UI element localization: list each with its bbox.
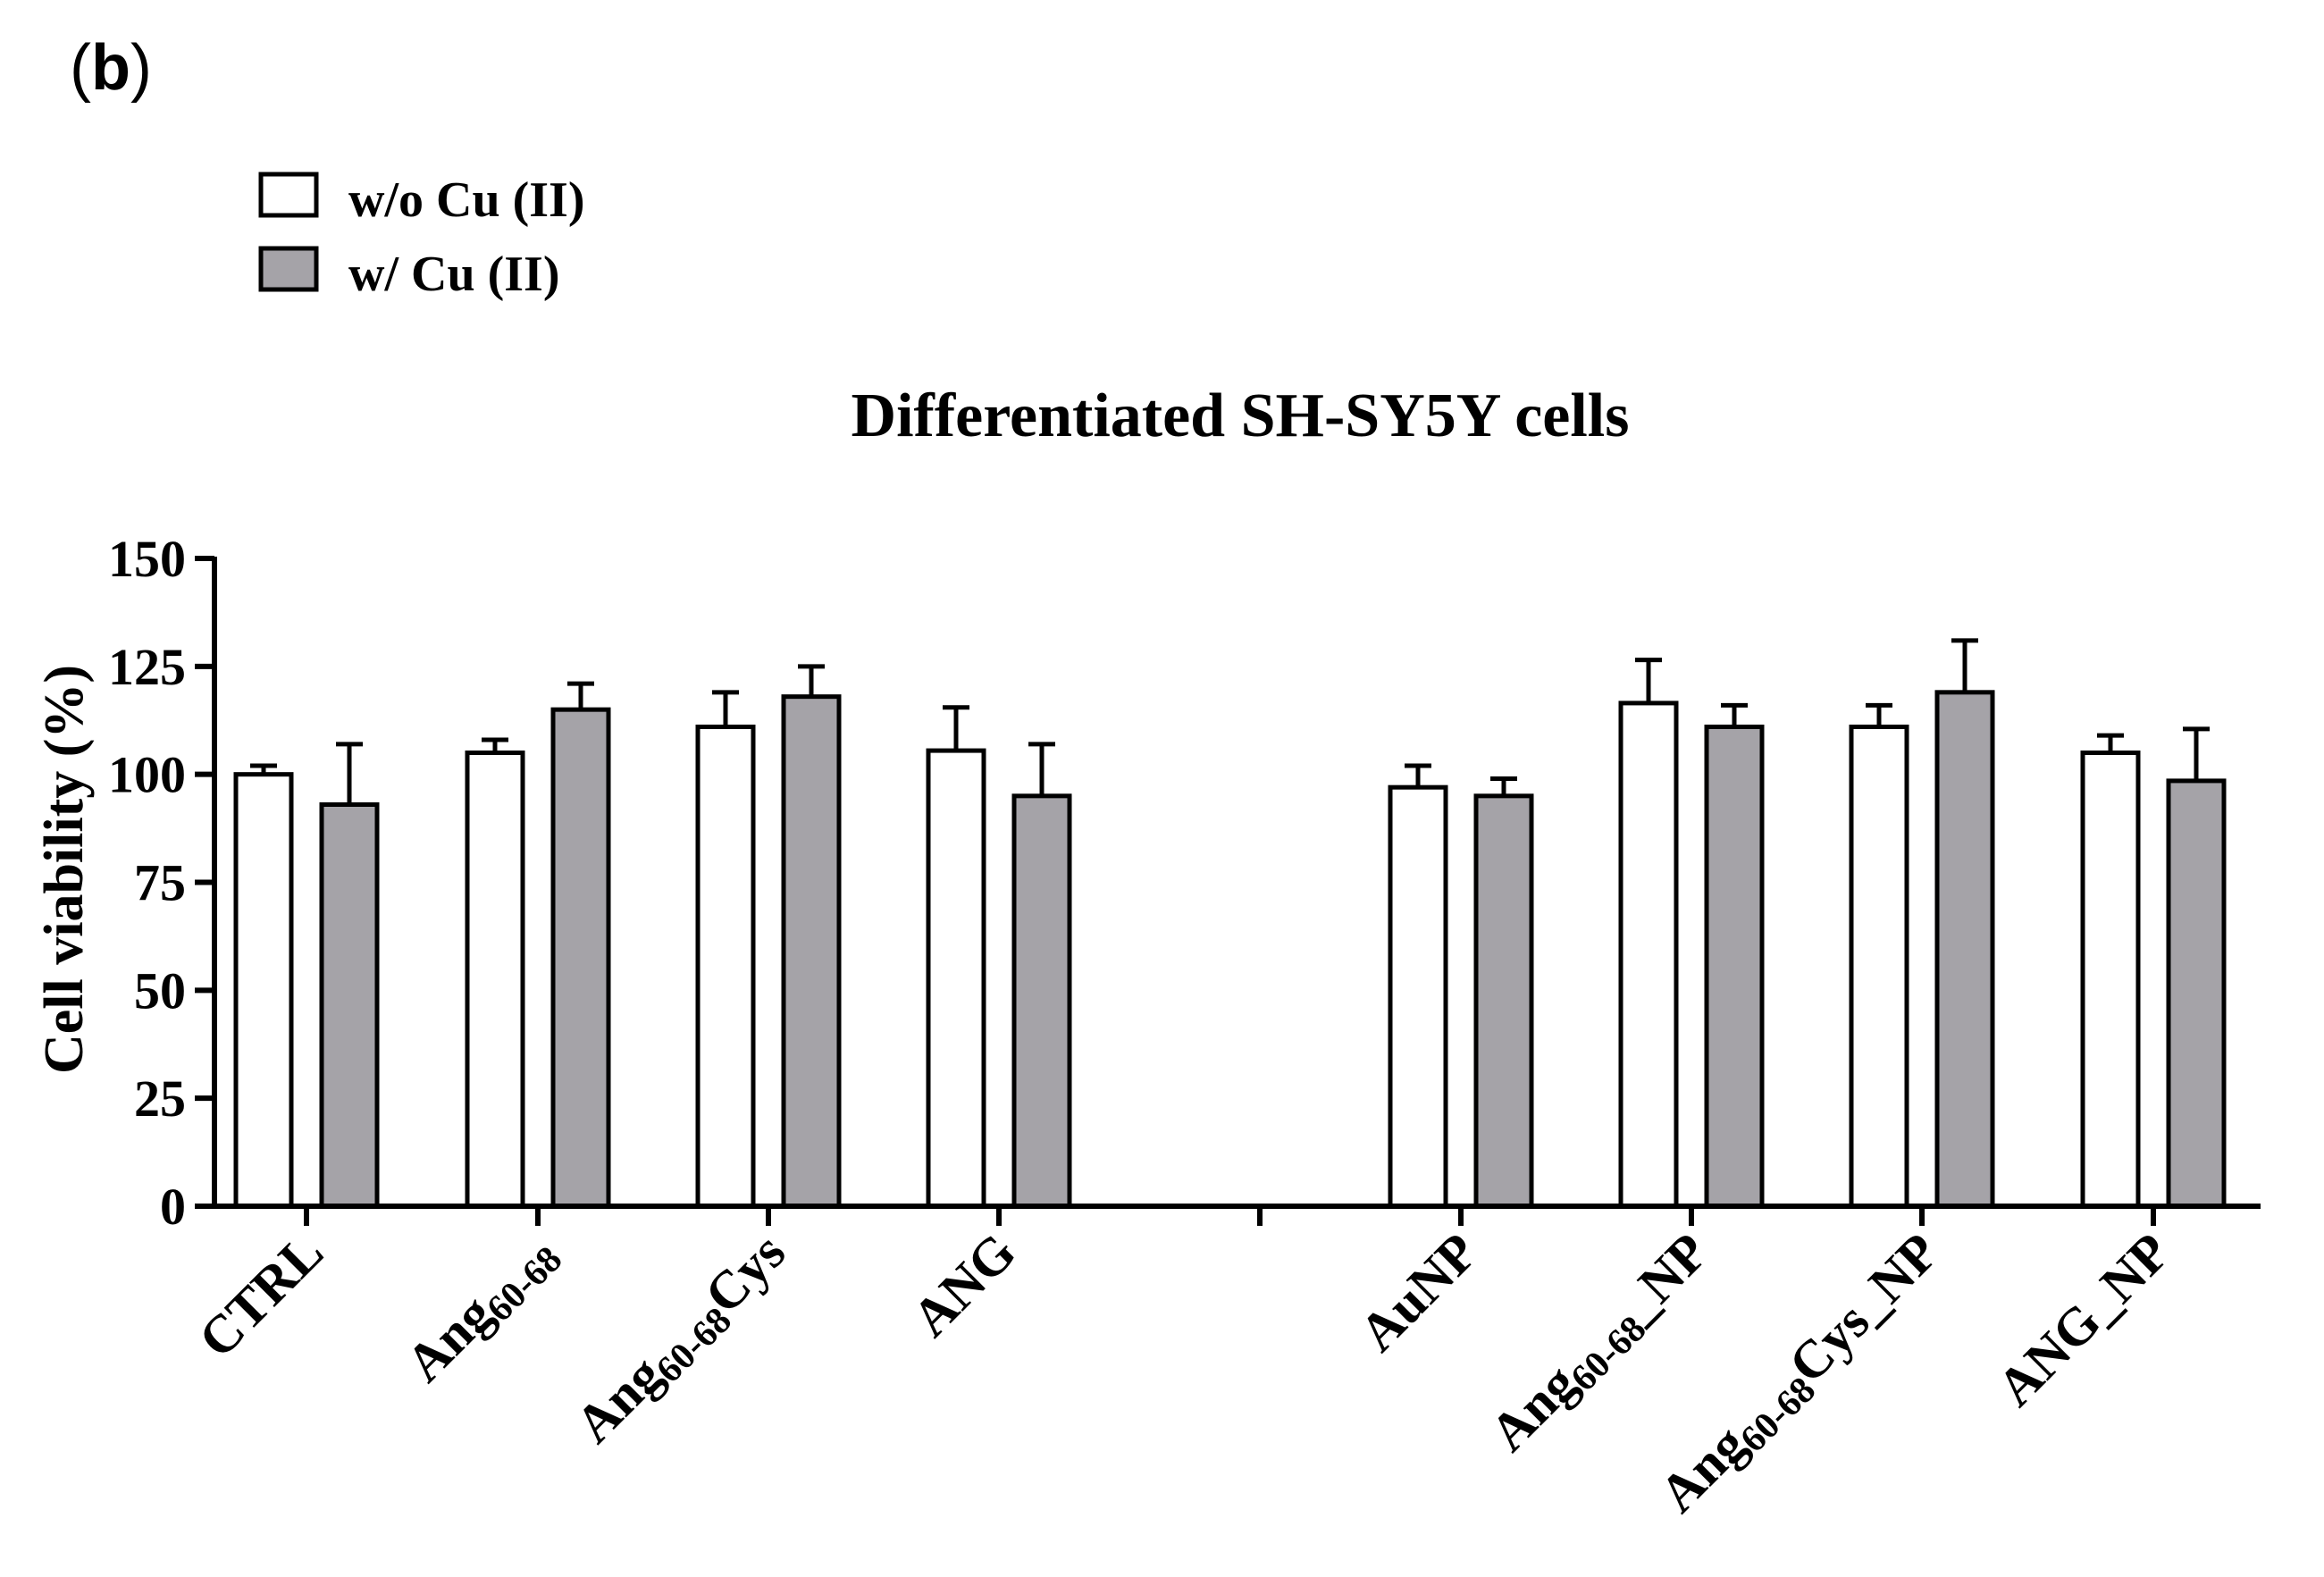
bar-without-cu-4	[1388, 784, 1448, 1209]
panel-label: (b)	[70, 32, 152, 104]
y-tick-label-125: 125	[108, 638, 186, 696]
y-tick-label-150: 150	[108, 530, 186, 588]
bar-with-cu-1	[550, 707, 611, 1209]
bar-without-cu-3	[926, 748, 986, 1209]
y-tick-label-100: 100	[108, 746, 186, 804]
y-tick-label-25: 25	[134, 1070, 186, 1128]
bar-with-cu-4	[1473, 793, 1534, 1209]
y-axis-label: Cell viability (%)	[34, 665, 95, 1074]
x-tick-label-1: Ang60-68	[395, 1222, 570, 1397]
x-tick-label-0: CTRL	[188, 1222, 335, 1370]
bar-without-cu-2	[695, 725, 756, 1209]
bar-without-cu-5	[1618, 700, 1679, 1209]
x-tick-label-2: Ang60-68Cys	[564, 1222, 801, 1459]
x-tick-label-3: ANG	[901, 1222, 1027, 1348]
bar-with-cu-6	[1934, 690, 1995, 1209]
x-tick-label-5: Ang60-68_NP	[1479, 1222, 1724, 1467]
legend-label-without-cu: w/o Cu (II)	[348, 172, 584, 228]
y-tick-label-0: 0	[160, 1178, 186, 1236]
x-tick-label-4: AuNP	[1348, 1222, 1489, 1363]
bar-with-cu-0	[319, 802, 380, 1209]
legend-label-with-cu: w/ Cu (II)	[348, 247, 559, 302]
bar-without-cu-0	[233, 772, 294, 1209]
bar-with-cu-7	[2166, 778, 2227, 1209]
y-tick-label-50: 50	[134, 961, 186, 1019]
y-tick-label-75: 75	[134, 854, 186, 912]
legend-swatch-without-cu	[258, 172, 319, 218]
x-tick-label-7: ANG_NP	[1985, 1222, 2181, 1418]
bar-without-cu-6	[1849, 725, 1909, 1209]
bar-with-cu-5	[1704, 725, 1765, 1209]
legend: w/o Cu (II) w/ Cu (II)	[258, 172, 584, 302]
bar-with-cu-2	[781, 694, 842, 1209]
bar-without-cu-1	[465, 751, 525, 1209]
legend-swatch-with-cu	[258, 246, 319, 292]
chart-title: Differentiated SH-SY5Y cells	[852, 382, 1630, 450]
bar-with-cu-3	[1011, 793, 1072, 1209]
bar-without-cu-7	[2080, 751, 2141, 1209]
